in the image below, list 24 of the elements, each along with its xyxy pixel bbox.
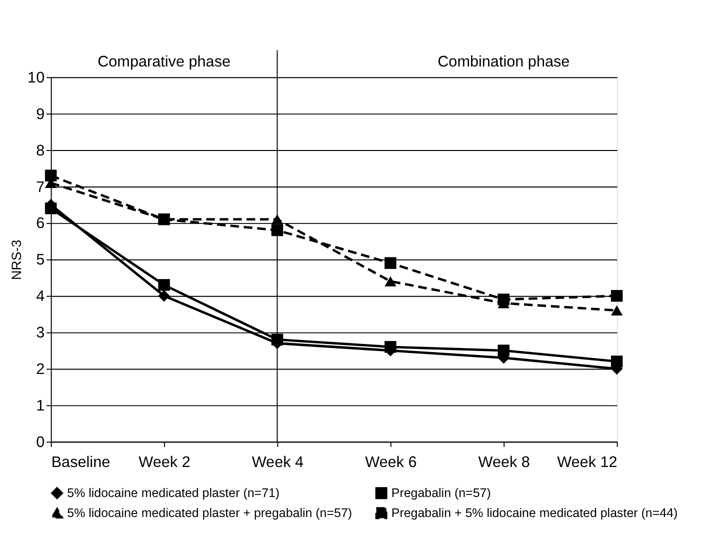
y-tick-label: 10 (28, 69, 45, 86)
y-tick-label: 6 (36, 215, 45, 232)
x-tick-label: Week 2 (138, 454, 190, 472)
y-tick-label: 5 (36, 252, 45, 269)
legend-label: Pregabalin (n=57) (391, 486, 491, 500)
legend-label: Pregabalin + 5% lidocaine medicated plaster (n=44) (391, 506, 678, 520)
legend-label: 5% lidocaine medicated plaster + pregabalin (n=57) (67, 506, 352, 520)
y-tick-label: 8 (36, 142, 45, 160)
y-axis-title: NRS-3 (8, 240, 24, 280)
y-tick-label: 4 (36, 288, 46, 306)
legend-label: 5% lidocaine medicated plaster (n=71) (67, 486, 280, 500)
y-tick-label: 0 (36, 434, 45, 451)
y-tick-label: 2 (36, 361, 45, 378)
x-tick-label: Week 8 (478, 454, 530, 472)
y-tick-label: 7 (36, 178, 45, 196)
x-tick-label: Week 6 (365, 454, 417, 472)
y-tick-label: 9 (36, 106, 45, 123)
text: Combination phase (438, 54, 570, 71)
y-tick-label: 3 (36, 324, 45, 342)
x-tick-label: Week 12 (557, 454, 618, 472)
y-tick-label: 1 (36, 397, 45, 414)
x-tick-label: Week 4 (252, 454, 304, 472)
text: Comparative phase (98, 54, 230, 71)
x-tick-label: Baseline (51, 454, 110, 472)
